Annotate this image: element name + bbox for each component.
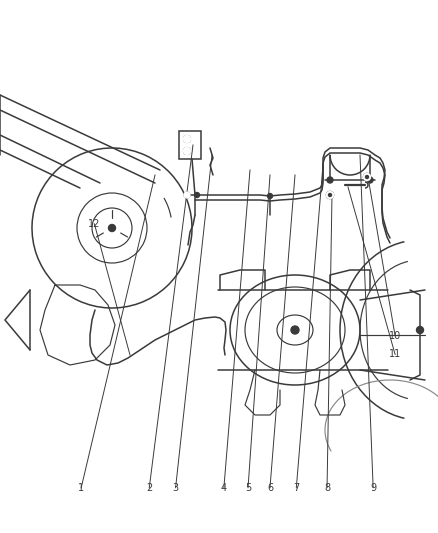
Text: 1: 1	[78, 483, 84, 492]
Circle shape	[365, 175, 367, 179]
Circle shape	[183, 148, 190, 155]
Circle shape	[290, 326, 298, 334]
Text: 6: 6	[266, 483, 272, 492]
Bar	[179, 131, 201, 159]
Text: 9: 9	[369, 483, 375, 492]
Circle shape	[328, 193, 331, 197]
Text: 2: 2	[146, 483, 152, 492]
Text: 12: 12	[88, 219, 100, 229]
Text: 10: 10	[388, 331, 400, 341]
Text: 5: 5	[244, 483, 251, 492]
Circle shape	[184, 192, 190, 198]
Text: 11: 11	[388, 350, 400, 359]
Circle shape	[194, 192, 199, 198]
Text: 4: 4	[220, 483, 226, 492]
Circle shape	[326, 177, 332, 183]
Circle shape	[326, 191, 333, 198]
Text: 7: 7	[293, 483, 299, 492]
Text: 3: 3	[172, 483, 178, 492]
Text: 8: 8	[323, 483, 329, 492]
Circle shape	[108, 224, 115, 231]
Circle shape	[183, 135, 190, 142]
Circle shape	[416, 327, 423, 334]
Circle shape	[366, 177, 372, 183]
Circle shape	[267, 193, 272, 198]
Circle shape	[363, 174, 370, 181]
